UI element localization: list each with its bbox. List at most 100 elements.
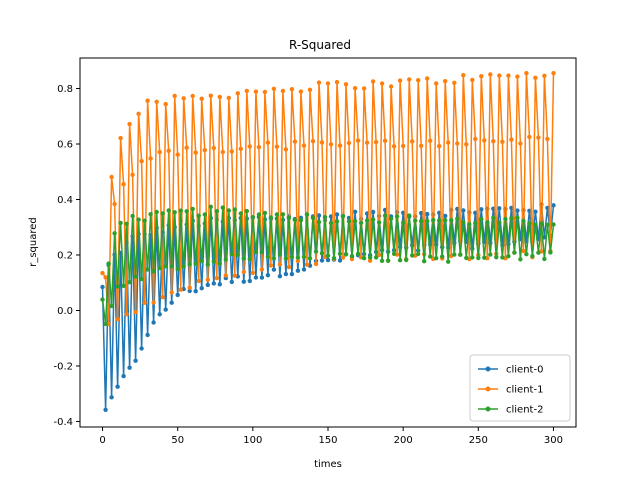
- data-point: [136, 111, 141, 117]
- data-point: [551, 71, 556, 76]
- data-point: [217, 94, 222, 100]
- legend-label: client-0: [506, 365, 543, 376]
- data-point: [127, 365, 132, 370]
- data-point: [187, 262, 192, 267]
- data-point: [268, 263, 274, 268]
- data-point: [361, 256, 367, 261]
- data-point: [169, 300, 174, 305]
- data-point: [205, 262, 210, 267]
- data-point: [325, 257, 331, 263]
- data-point: [274, 212, 280, 217]
- data-point: [139, 159, 144, 164]
- data-point: [455, 216, 460, 221]
- data-point: [349, 256, 355, 262]
- data-point: [229, 279, 234, 285]
- data-point: [307, 87, 313, 93]
- data-point: [358, 220, 364, 226]
- data-point: [527, 134, 532, 140]
- data-point: [500, 139, 505, 144]
- data-point: [367, 258, 373, 263]
- data-point: [509, 137, 514, 142]
- data-point: [148, 212, 153, 217]
- data-point: [346, 219, 352, 224]
- x-axis: 0 50 100 150 200 250 300: [99, 427, 563, 446]
- data-point: [145, 267, 150, 272]
- data-point: [250, 270, 255, 276]
- data-point: [434, 256, 439, 261]
- data-point: [545, 136, 550, 142]
- data-point: [145, 332, 150, 338]
- data-point: [277, 274, 283, 279]
- data-point: [524, 252, 529, 257]
- data-point: [280, 88, 286, 94]
- data-point: [163, 264, 168, 269]
- data-point: [349, 253, 355, 259]
- data-point: [397, 258, 403, 263]
- data-point: [241, 279, 246, 284]
- data-point: [524, 71, 529, 76]
- data-point: [166, 208, 171, 213]
- y-tick-label: 0.8: [57, 84, 73, 95]
- data-point: [419, 219, 424, 224]
- data-point: [476, 255, 481, 261]
- data-point: [154, 99, 159, 105]
- data-point: [533, 75, 538, 81]
- data-point: [340, 255, 346, 260]
- data-point: [133, 274, 138, 279]
- legend-item-client-1: client-1: [478, 385, 543, 396]
- data-point: [211, 281, 216, 286]
- data-point: [121, 182, 126, 187]
- y-tick-label: -0.4: [53, 417, 73, 428]
- data-point: [205, 277, 210, 282]
- data-point: [229, 251, 234, 257]
- data-point: [223, 257, 228, 262]
- data-point: [244, 208, 249, 214]
- data-point: [301, 267, 307, 272]
- data-point: [482, 255, 487, 260]
- data-point: [172, 93, 177, 99]
- data-point: [515, 74, 520, 79]
- legend-box: [469, 354, 571, 422]
- data-point: [301, 254, 307, 259]
- data-point: [187, 288, 192, 294]
- data-point: [268, 215, 274, 220]
- data-point: [343, 82, 349, 87]
- data-point: [542, 73, 547, 79]
- data-point: [271, 86, 277, 92]
- data-point: [337, 143, 343, 148]
- data-point: [325, 253, 331, 258]
- x-tick-label: 250: [469, 435, 488, 446]
- data-point: [283, 256, 289, 261]
- data-point: [334, 79, 340, 85]
- data-point: [157, 265, 162, 271]
- data-point: [379, 81, 385, 86]
- data-point: [401, 220, 406, 225]
- legend-swatch-marker: [485, 366, 491, 372]
- data-point: [100, 270, 105, 276]
- data-point: [130, 213, 135, 219]
- data-point: [385, 258, 391, 263]
- data-point: [506, 254, 511, 259]
- data-point: [419, 143, 424, 148]
- data-point: [370, 79, 376, 84]
- data-point: [355, 138, 361, 143]
- data-point: [470, 77, 475, 83]
- data-point: [151, 320, 156, 325]
- data-point: [473, 210, 478, 215]
- data-point: [289, 271, 295, 277]
- legend: client-0 client-1 client-2: [469, 354, 571, 422]
- data-point: [319, 258, 325, 263]
- data-point: [190, 206, 195, 212]
- data-point: [295, 268, 301, 273]
- data-point: [416, 251, 421, 257]
- data-point: [301, 143, 307, 148]
- data-point: [190, 93, 195, 99]
- data-point: [497, 206, 502, 211]
- data-point: [364, 140, 370, 145]
- data-point: [337, 251, 343, 256]
- data-point: [235, 91, 240, 96]
- data-point: [407, 213, 412, 218]
- data-point: [334, 219, 340, 224]
- data-point: [262, 210, 268, 216]
